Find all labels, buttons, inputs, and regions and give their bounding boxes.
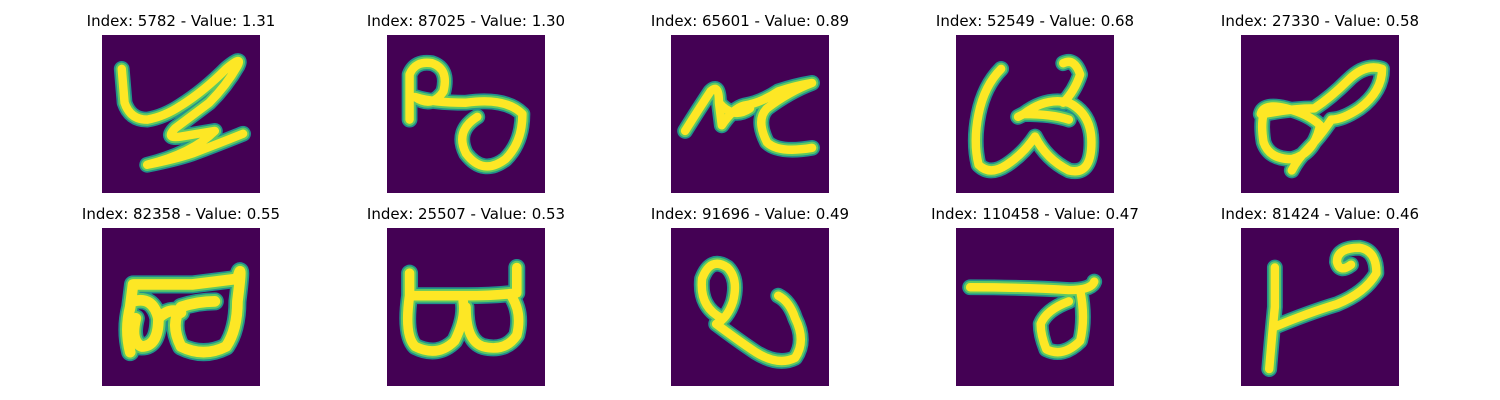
glyph-strokes xyxy=(118,262,250,362)
glyph-strokes xyxy=(401,54,531,175)
handwritten-glyph-image xyxy=(956,228,1114,386)
glyph-strokes xyxy=(962,273,1103,360)
sample-title: Index: 91696 - Value: 0.49 xyxy=(650,205,850,223)
handwritten-glyph-image xyxy=(102,35,260,193)
sample-title: Index: 25507 - Value: 0.53 xyxy=(366,205,566,223)
handwritten-glyph-image xyxy=(671,35,829,193)
glyph-strokes xyxy=(399,259,528,360)
sample-title: Index: 52549 - Value: 0.68 xyxy=(935,12,1135,30)
image-background xyxy=(671,228,829,386)
sample-title: Index: 5782 - Value: 1.31 xyxy=(86,12,276,30)
handwritten-glyph-image xyxy=(956,35,1114,193)
sample-title: Index: 110458 - Value: 0.47 xyxy=(931,205,1139,223)
handwritten-glyph-image xyxy=(1241,35,1399,193)
sample-title: Index: 65601 - Value: 0.89 xyxy=(650,12,850,30)
glyph-strokes xyxy=(677,75,820,158)
handwritten-glyph-image xyxy=(387,228,545,386)
glyph-strokes xyxy=(967,53,1100,180)
handwritten-glyph-image xyxy=(102,228,260,386)
glyph-strokes xyxy=(693,255,809,369)
handwritten-glyph-image xyxy=(671,228,829,386)
glyph-strokes xyxy=(113,53,251,173)
sample-title: Index: 27330 - Value: 0.58 xyxy=(1220,12,1420,30)
sample-title: Index: 82358 - Value: 0.55 xyxy=(81,205,281,223)
glyph-strokes xyxy=(1252,59,1390,179)
glyph-strokes xyxy=(1261,239,1385,377)
handwritten-glyph-image xyxy=(1241,228,1399,386)
sample-title: Index: 87025 - Value: 1.30 xyxy=(366,12,566,30)
handwritten-glyph-image xyxy=(387,35,545,193)
sample-title: Index: 81424 - Value: 0.46 xyxy=(1220,205,1420,223)
